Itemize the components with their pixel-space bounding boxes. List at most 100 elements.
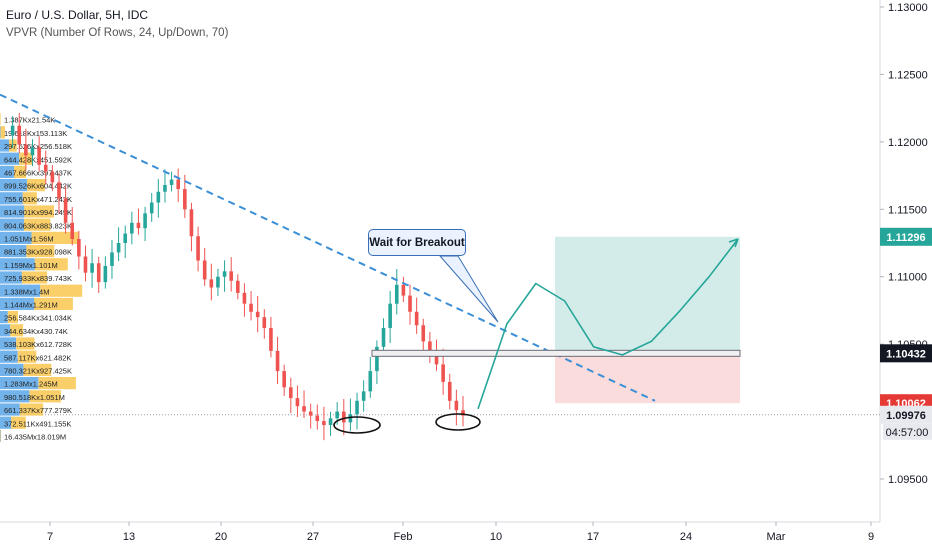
x-tick-label: 27 [307,531,319,543]
vp-down-bar [38,377,76,390]
vp-row-label: 467.666Kx397.437K [4,169,72,178]
vp-row-label: 1.144Mx1.291M [4,301,58,310]
candle-body [189,209,194,237]
level-price-badge: 1.10432 [886,348,926,360]
candle-body [156,191,161,203]
candle-body [454,400,459,411]
candle-body [428,341,432,353]
candle-body [183,189,187,210]
candle-body [414,311,419,326]
candle-body [408,295,412,312]
candle-body [222,271,227,277]
vp-row-label: 538.103Kx612.728K [4,340,72,349]
vp-down-bar [17,350,37,363]
candle-body [361,391,366,401]
vp-up-bar [0,403,20,416]
candle-body [421,325,426,342]
candle-body [209,279,214,288]
candle-body [269,327,273,351]
vp-up-bar [0,297,35,310]
current-price-badge-bg [880,405,932,424]
vp-down-bar [22,192,37,205]
target-zone [555,236,740,354]
candle-body [116,243,121,253]
projection-arrowhead [728,238,739,248]
vp-down-bar [34,258,68,271]
candle-body [434,352,439,365]
vp-down-bar [0,113,1,126]
candle-body [255,311,260,318]
vp-down-bar [31,231,79,244]
vp-up-bar [0,179,27,192]
vp-down-bar [11,416,26,429]
vp-row-label: 1.338Mx1.4M [4,287,49,296]
downtrend-line [0,93,656,402]
vp-up-bar [0,377,39,390]
candle-body [63,198,68,223]
candle-body [236,280,240,293]
vp-down-bar [21,271,48,284]
vp-up-bar [0,284,41,297]
candle-body [282,371,286,388]
countdown-badge-bg [883,423,932,440]
vp-up-bar [0,390,30,403]
y-tick-label: 1.11500 [888,204,927,216]
x-tick-label: Feb [394,531,413,543]
vp-row-label: 1.051Mx1.56M [4,235,54,244]
target-price-badge: 1.11296 [886,232,925,244]
candle-body [43,164,48,172]
breakout-callout[interactable]: Wait for Breakout [368,229,466,256]
vp-row-label: 814.901Kx994.249K [4,208,72,217]
x-tick-label: 17 [587,531,599,543]
vp-up-bar [0,126,1,139]
vp-row-label: 755.601Kx471.242K [4,195,72,204]
candle-body [328,418,333,426]
candle-body [70,222,75,239]
stop-zone [555,353,740,404]
vp-up-bar [0,245,27,258]
vp-row-label: 661.337Kx777.279K [4,406,72,415]
vp-row-label: 16.435Mx18.019M [4,433,66,442]
vp-down-bar [0,126,6,139]
vp-row-label: 19.618Kx153.113K [4,129,67,138]
candle-body [375,346,379,372]
candle-body [143,213,147,229]
vp-down-bar [24,218,51,231]
vp-down-bar [26,245,55,258]
candle-body [295,398,300,407]
current-price-badge: 1.09976 [886,410,926,422]
vp-row-label: 256.584Kx341.034K [4,314,72,323]
vp-down-bar [14,165,27,178]
vp-up-bar [0,205,25,218]
vp-up-bar [0,152,20,165]
candle-body [77,238,81,257]
candle-body [355,400,359,415]
vp-row-label: 297.626Kx256.518K [4,142,72,151]
candle-body [90,263,94,273]
vp-up-bar [0,363,24,376]
y-tick-label: 1.12500 [888,69,928,81]
x-tick-label: 24 [680,531,692,543]
candle-body [24,144,28,156]
vp-row-label: 1.283Mx1.245M [4,380,58,389]
candle-body [368,371,373,392]
candle-body [322,421,326,426]
candle-body [242,292,247,304]
y-tick-label: 1.09500 [888,474,928,486]
candle-body [315,415,320,422]
vp-down-bar [29,390,61,403]
candle-body [341,411,346,423]
candle-body [401,284,406,296]
candle-body [308,411,313,416]
vp-row-label: 1.387Kx21.54K [4,116,55,125]
candle-body [288,387,293,399]
candle-body [30,147,35,156]
vp-up-bar [0,258,35,271]
target-price-badge-bg [880,227,932,246]
low-circle-1 [333,416,381,434]
vp-row-label: 372.511Kx491.155K [4,419,71,428]
vp-row-label: 881.353Kx928.098K [4,248,72,257]
y-tick-label: 1.12000 [888,137,928,149]
vp-row-label: 780.321Kx927.425K [4,367,72,376]
